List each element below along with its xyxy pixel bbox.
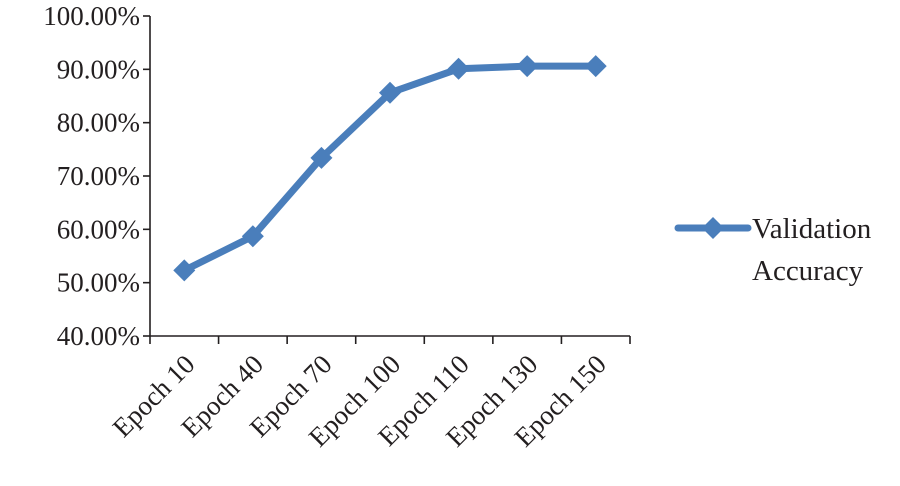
legend: Validation Accuracy (674, 213, 872, 287)
y-tick-label: 60.00% (57, 214, 140, 244)
y-tick-label: 70.00% (57, 161, 140, 191)
y-tick-label: 40.00% (57, 321, 140, 351)
data-point (310, 146, 333, 169)
legend-label: Validation (752, 213, 872, 245)
data-point (379, 81, 401, 104)
legend-label: Accuracy (752, 255, 864, 287)
legend-swatch-marker (702, 217, 724, 239)
data-point (173, 259, 196, 282)
plot-area (173, 55, 607, 282)
y-tick-label: 50.00% (57, 268, 140, 298)
data-point (584, 55, 607, 78)
data-point (447, 57, 470, 80)
y-tick-label: 100.00% (43, 1, 140, 31)
data-point (241, 225, 264, 248)
data-point (516, 55, 539, 78)
y-tick-label: 80.00% (57, 108, 140, 138)
y-axis: 40.00% 50.00% 60.00% 70.00% 80.00% 90.00% 100.… (43, 1, 151, 351)
y-tick-label: 90.00% (57, 54, 140, 84)
